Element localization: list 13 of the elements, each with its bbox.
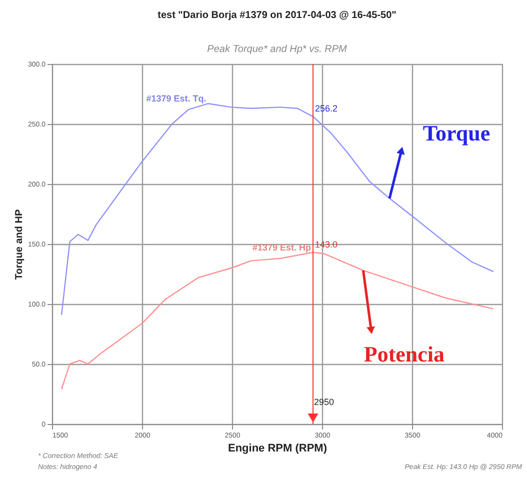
chart-subtitle: Peak Torque* and Hp* vs. RPM xyxy=(207,44,348,55)
annotation: Potencia xyxy=(364,341,445,366)
annotation: Torque xyxy=(422,120,490,146)
ref-line-label: 2950 xyxy=(314,397,334,407)
x-axis-title: Engine RPM (RPM) xyxy=(228,442,328,454)
line-series xyxy=(60,252,494,390)
series-label: #1379 Est. Tq. xyxy=(146,94,206,104)
chart-title: test "Dario Borja #1379 on 2017-04-03 @ 16-45-50" xyxy=(158,10,397,21)
data-label: 256.2 xyxy=(315,104,338,114)
series-label: #1379 Est. Hp xyxy=(252,242,312,252)
data-label: 143.0 xyxy=(315,239,338,250)
y-axis-title: Torque and HP xyxy=(14,208,25,280)
line-series xyxy=(60,103,494,316)
